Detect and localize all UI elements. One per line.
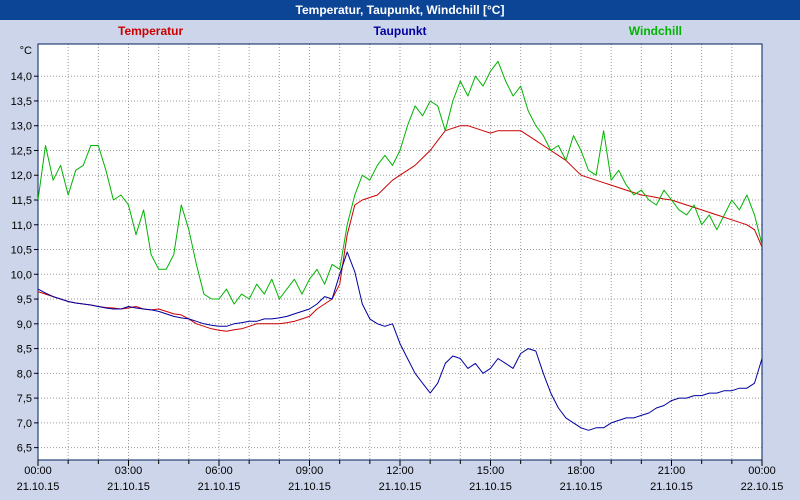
y-axis-unit: °C <box>20 45 32 57</box>
svg-text:12:00: 12:00 <box>386 465 414 477</box>
svg-text:21.10.15: 21.10.15 <box>198 481 241 493</box>
series-windchill <box>37 60 763 305</box>
svg-text:10,0: 10,0 <box>11 269 32 281</box>
svg-text:13,5: 13,5 <box>11 96 32 108</box>
svg-text:00:00: 00:00 <box>24 465 52 477</box>
x-axis-labels: 00:00 21.10.15 03:00 21.10.15 06:00 21.10.15 0… <box>17 465 784 493</box>
svg-text:09:00: 09:00 <box>296 465 324 477</box>
legend: Temperatur Taupunkt Windchill <box>0 20 800 42</box>
legend-item-temperatur: Temperatur <box>118 24 184 38</box>
series-taupunkt <box>37 251 763 431</box>
svg-text:13,0: 13,0 <box>11 121 32 133</box>
title-bar: Temperatur, Taupunkt, Windchill [°C] <box>0 0 800 20</box>
svg-text:00:00: 00:00 <box>748 465 776 477</box>
svg-text:11,0: 11,0 <box>11 220 32 232</box>
legend-item-taupunkt: Taupunkt <box>373 24 427 38</box>
svg-text:22.10.15: 22.10.15 <box>741 481 784 493</box>
svg-text:21:00: 21:00 <box>658 465 686 477</box>
svg-text:21.10.15: 21.10.15 <box>17 481 60 493</box>
y-axis-labels: 6,5 7,0 7,5 8,0 8,5 9,0 9,5 10,0 10,5 11,0 11,5 12,… <box>11 45 32 455</box>
svg-text:8,5: 8,5 <box>17 344 32 356</box>
svg-text:11,5: 11,5 <box>11 195 32 207</box>
svg-text:21.10.15: 21.10.15 <box>650 481 693 493</box>
svg-text:15:00: 15:00 <box>477 465 505 477</box>
svg-text:7,5: 7,5 <box>17 393 32 405</box>
svg-text:8,0: 8,0 <box>17 368 32 380</box>
svg-text:7,0: 7,0 <box>17 418 32 430</box>
svg-text:18:00: 18:00 <box>567 465 595 477</box>
gridlines <box>38 44 762 460</box>
axis-ticks <box>34 75 763 466</box>
legend-item-windchill: Windchill <box>628 24 682 38</box>
svg-text:10,5: 10,5 <box>11 245 32 257</box>
window-title: Temperatur, Taupunkt, Windchill [°C] <box>295 3 505 17</box>
chart-canvas: 6,5 7,0 7,5 8,0 8,5 9,0 9,5 10,0 10,5 11,0 11,5 12,… <box>11 43 784 493</box>
svg-text:21.10.15: 21.10.15 <box>288 481 331 493</box>
series-temperatur <box>37 125 763 332</box>
svg-text:12,0: 12,0 <box>11 170 32 182</box>
svg-text:21.10.15: 21.10.15 <box>107 481 150 493</box>
svg-text:14,0: 14,0 <box>11 71 32 83</box>
svg-text:6,5: 6,5 <box>17 443 32 455</box>
svg-text:12,5: 12,5 <box>11 145 32 157</box>
svg-text:06:00: 06:00 <box>205 465 233 477</box>
svg-text:03:00: 03:00 <box>115 465 143 477</box>
svg-text:21.10.15: 21.10.15 <box>379 481 422 493</box>
svg-text:21.10.15: 21.10.15 <box>560 481 603 493</box>
svg-text:21.10.15: 21.10.15 <box>469 481 512 493</box>
svg-text:9,0: 9,0 <box>17 319 32 331</box>
svg-text:9,5: 9,5 <box>17 294 32 306</box>
